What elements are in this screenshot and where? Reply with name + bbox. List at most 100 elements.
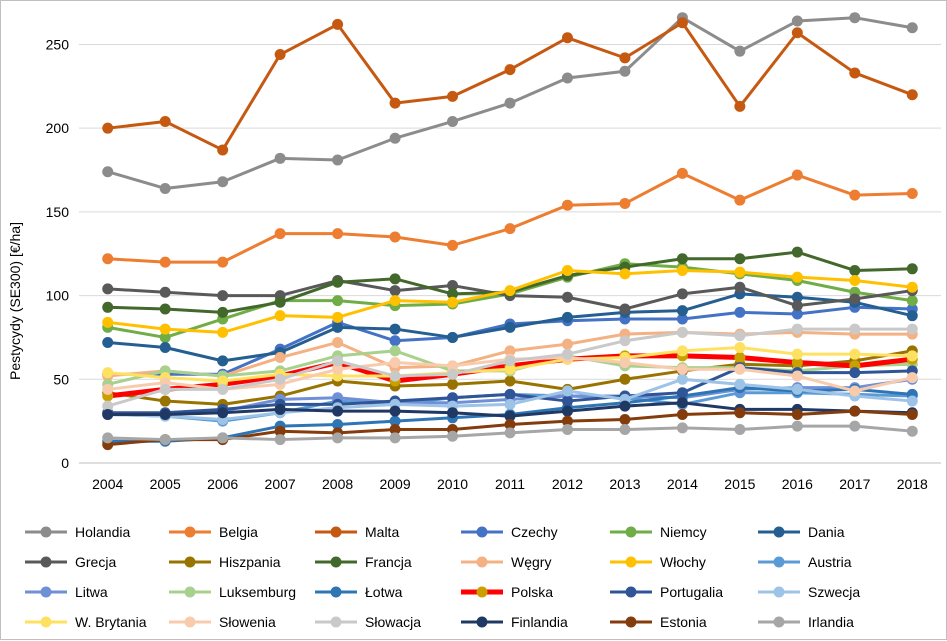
legend-label: Słowenia (219, 614, 276, 630)
data-point (217, 306, 229, 318)
legend-label: Słowacja (365, 614, 421, 630)
data-point (447, 331, 459, 343)
data-point (389, 345, 401, 357)
legend-marker (184, 616, 196, 628)
x-tick-label: 2009 (379, 476, 410, 492)
legend-item: Czechy (461, 524, 558, 540)
data-point (734, 45, 746, 57)
data-point (274, 310, 286, 322)
legend-marker (330, 556, 342, 568)
data-point (332, 18, 344, 30)
legend-label: Czechy (511, 524, 558, 540)
data-point (791, 370, 803, 382)
legend-label: W. Brytania (75, 614, 147, 630)
data-point (389, 285, 401, 297)
data-point (791, 169, 803, 181)
data-point (906, 323, 918, 335)
data-point (791, 420, 803, 432)
series-line (107, 21, 913, 152)
data-point (102, 432, 114, 444)
data-point (676, 264, 688, 276)
legend-item: Niemcy (610, 524, 707, 540)
legend-marker (773, 616, 785, 628)
data-point (504, 223, 516, 235)
y-tick-label: 150 (46, 204, 70, 220)
data-point (102, 367, 114, 379)
data-point (274, 228, 286, 240)
data-point (561, 348, 573, 360)
data-point (791, 357, 803, 369)
data-point (274, 373, 286, 385)
data-point (619, 52, 631, 64)
data-point (676, 167, 688, 179)
data-point (849, 385, 861, 397)
data-point (447, 288, 459, 300)
y-axis-label: Pestycydy (SE300) [€/ha] (7, 222, 23, 380)
legend-item: Polska (461, 584, 553, 600)
legend-item: Słowenia (169, 614, 276, 630)
legend-marker (773, 586, 785, 598)
data-point (734, 253, 746, 265)
data-point (734, 306, 746, 318)
x-tick-label: 2010 (437, 476, 468, 492)
series-holandia (102, 12, 918, 194)
legend-item: Irlandia (758, 614, 854, 630)
data-point (619, 413, 631, 425)
data-point (159, 408, 171, 420)
legend-item: Grecja (25, 554, 116, 570)
data-point (504, 418, 516, 430)
legend-item: Holandia (25, 524, 130, 540)
legend-marker (625, 616, 637, 628)
data-point (102, 166, 114, 178)
data-point (504, 97, 516, 109)
legend-label: Łotwa (365, 584, 403, 600)
series-belgia (102, 167, 918, 268)
data-point (447, 368, 459, 380)
data-point (159, 182, 171, 194)
x-tick-label: 2013 (609, 476, 640, 492)
legend-item: Portugalia (610, 584, 723, 600)
y-tick-label: 250 (46, 36, 70, 52)
legend-label: Dania (808, 524, 845, 540)
data-point (217, 383, 229, 395)
data-point (504, 345, 516, 357)
data-point (102, 383, 114, 395)
data-point (159, 256, 171, 268)
y-tick-label: 50 (53, 371, 69, 387)
data-point (561, 424, 573, 436)
data-point (274, 296, 286, 308)
data-point (561, 32, 573, 44)
legend-marker (40, 616, 52, 628)
data-point (791, 323, 803, 335)
data-point (849, 405, 861, 417)
data-point (619, 335, 631, 347)
data-point (447, 115, 459, 127)
data-point (504, 410, 516, 422)
x-tick-label: 2012 (552, 476, 583, 492)
y-tick-label: 100 (46, 288, 70, 304)
data-point (447, 407, 459, 419)
data-point (332, 228, 344, 240)
data-point (734, 330, 746, 342)
x-tick-label: 2004 (92, 476, 123, 492)
data-point (676, 253, 688, 265)
data-point (504, 285, 516, 297)
data-point (504, 398, 516, 410)
data-point (676, 313, 688, 325)
data-point (102, 400, 114, 412)
legend-marker (184, 556, 196, 568)
legend-marker (773, 556, 785, 568)
data-point (676, 288, 688, 300)
data-point (274, 49, 286, 61)
legend-item: Francja (315, 554, 412, 570)
data-point (619, 198, 631, 210)
legend-label: Portugalia (660, 584, 723, 600)
data-point (734, 100, 746, 112)
data-point (734, 363, 746, 375)
data-point (274, 425, 286, 437)
data-point (734, 352, 746, 364)
data-point (676, 408, 688, 420)
data-point (217, 256, 229, 268)
